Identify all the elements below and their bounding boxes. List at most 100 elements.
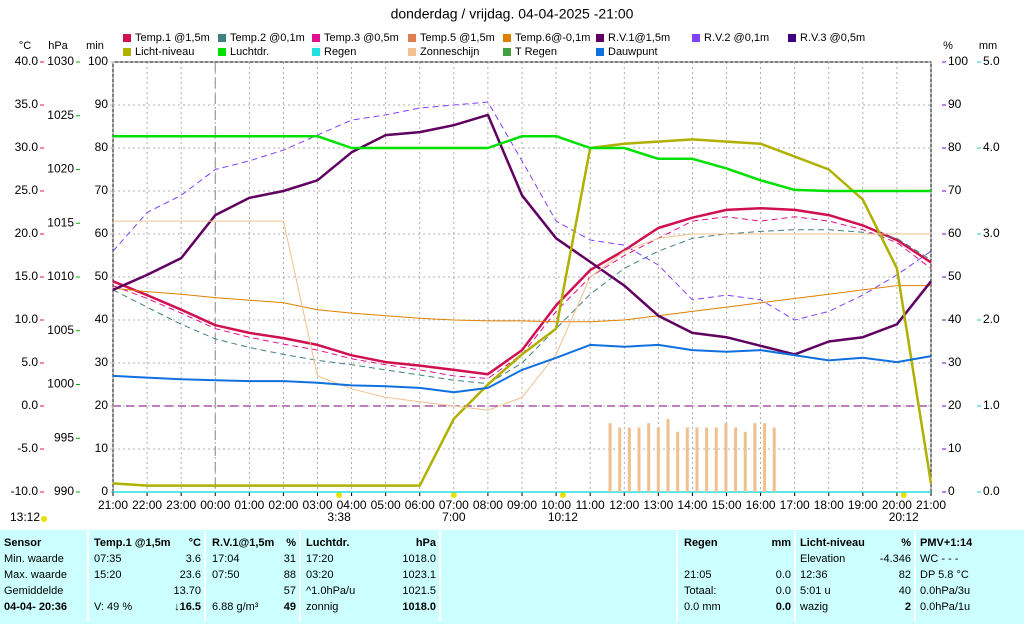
x-tick-label: 16:00 — [746, 498, 776, 512]
sunshine-bar — [676, 431, 680, 492]
legend-label: Dauwpunt — [608, 46, 658, 58]
x-tick-label: 11:00 — [576, 498, 605, 512]
x-tick-label: 06:00 — [405, 498, 435, 512]
series-line — [112, 206, 932, 376]
x-tick-label: 15:00 — [711, 498, 741, 512]
event-label: 20:12 — [889, 510, 919, 524]
panel-cell: 21:05 — [684, 569, 712, 581]
series-line — [112, 138, 933, 487]
legend-swatch — [218, 34, 226, 42]
panel-cell: Max. waarde — [4, 569, 67, 581]
legend-label: Luchtdr. — [230, 46, 269, 58]
legend-label: T Regen — [515, 46, 557, 58]
x-tick-label: 13:00 — [643, 498, 673, 512]
event-label: 7:00 — [442, 510, 466, 524]
y-tick-label: 35.0 — [15, 97, 39, 111]
panel-cell: 6.88 g/m³ — [212, 601, 259, 613]
panel-cell: zonnig — [306, 601, 338, 613]
y-tick-label: 990 — [54, 484, 74, 498]
y-tick-label: 70 — [948, 183, 962, 197]
x-tick-label: 03:00 — [302, 498, 332, 512]
panel-cell: 57 — [284, 585, 296, 597]
panel-cell: 04-04- 20:36 — [4, 601, 67, 613]
panel-cell: Gemiddelde — [4, 585, 63, 597]
legend-label: R.V.2 @0,1m — [704, 32, 769, 44]
legend-swatch — [408, 34, 416, 42]
axis-unit: % — [943, 40, 953, 52]
y-tick-label: 10 — [948, 441, 962, 455]
event-label: 3:38 — [327, 510, 351, 524]
x-tick-label: 21:00 — [916, 498, 946, 512]
x-tick-label: 05:00 — [371, 498, 401, 512]
legend-swatch — [218, 48, 226, 56]
panel-cell: 12:36 — [800, 569, 828, 581]
x-tick-label: 17:00 — [780, 498, 810, 512]
panel-cell: 1023.1 — [402, 569, 436, 581]
legend-label: Temp.6@-0,1m — [515, 32, 590, 44]
sunshine-bar — [608, 423, 612, 492]
panel-cell: 5:01 u — [800, 585, 831, 597]
panel-cell: Totaal: — [684, 585, 716, 597]
panel-cell: PMV+1:14 — [920, 537, 973, 549]
x-tick-label: 20:00 — [882, 498, 912, 512]
y-tick-label: 5.0 — [983, 54, 1000, 68]
y-tick-label: 2.0 — [983, 312, 1000, 326]
panel-cell: °C — [189, 537, 201, 549]
legend-label: R.V.1@1,5m — [608, 32, 670, 44]
y-tick-label: 3.0 — [983, 226, 1000, 240]
y-tick-label: 10 — [95, 441, 109, 455]
legend-label: Temp.1 @1,5m — [135, 32, 210, 44]
series-line — [113, 134, 931, 193]
panel-cell: Sensor — [4, 537, 42, 549]
x-tick-label: 07:00 — [439, 498, 469, 512]
panel-cell: 1018.0 — [402, 553, 436, 565]
x-tick-label: 04:00 — [337, 498, 367, 512]
series-line — [112, 285, 931, 323]
y-tick-label: 20.0 — [15, 226, 39, 240]
panel-cell: 1018.0 — [402, 601, 436, 613]
y-tick-label: 0.0 — [21, 398, 38, 412]
panel-cell: 17:20 — [306, 553, 334, 565]
legend-label: Zonneschijn — [420, 46, 479, 58]
panel-cell: 82 — [899, 569, 911, 581]
panel-cell: % — [901, 537, 911, 549]
x-tick-label: 02:00 — [268, 498, 298, 512]
x-tick-label: 01:00 — [234, 498, 264, 512]
left-event-marker — [41, 516, 47, 522]
sunshine-bar — [734, 427, 738, 492]
panel-cell: Regen — [684, 537, 718, 549]
y-tick-label: 1005 — [47, 323, 74, 337]
panel-cell: Temp.1 @1,5m — [94, 537, 171, 549]
panel-cell: 31 — [284, 553, 296, 565]
legend-swatch — [788, 34, 796, 42]
legend-swatch — [503, 34, 511, 42]
legend-swatch — [312, 34, 320, 42]
sunshine-bar — [743, 431, 747, 492]
panel-cell: hPa — [416, 537, 437, 549]
y-tick-label: 20 — [95, 398, 109, 412]
sunshine-bar — [753, 423, 757, 492]
y-tick-label: 40 — [948, 312, 962, 326]
x-tick-label: 14:00 — [677, 498, 707, 512]
y-tick-label: 1020 — [47, 162, 74, 176]
x-tick-label: 21:00 — [98, 498, 128, 512]
legend-label: R.V.3 @0,5m — [800, 32, 865, 44]
x-tick-label: 00:00 — [200, 498, 230, 512]
series-line — [112, 101, 932, 321]
y-tick-label: 1000 — [47, 377, 74, 391]
legend-label: Temp.5 @1,5m — [420, 32, 495, 44]
panel-cell: 15:20 — [94, 569, 122, 581]
panel-cell: Licht-niveau — [800, 537, 865, 549]
axis-unit: min — [86, 40, 104, 52]
panel-cell: 49 — [284, 601, 296, 613]
panel-cell: mm — [771, 537, 791, 549]
legend-swatch — [596, 48, 604, 56]
panel-cell: 07:50 — [212, 569, 240, 581]
sunshine-bar — [618, 427, 622, 492]
y-tick-label: 1010 — [47, 269, 74, 283]
legend-label: Licht-niveau — [135, 46, 194, 58]
panel-cell: 0.0 — [776, 585, 791, 597]
panel-cell: 0.0 — [776, 569, 791, 581]
y-tick-label: 70 — [95, 183, 109, 197]
